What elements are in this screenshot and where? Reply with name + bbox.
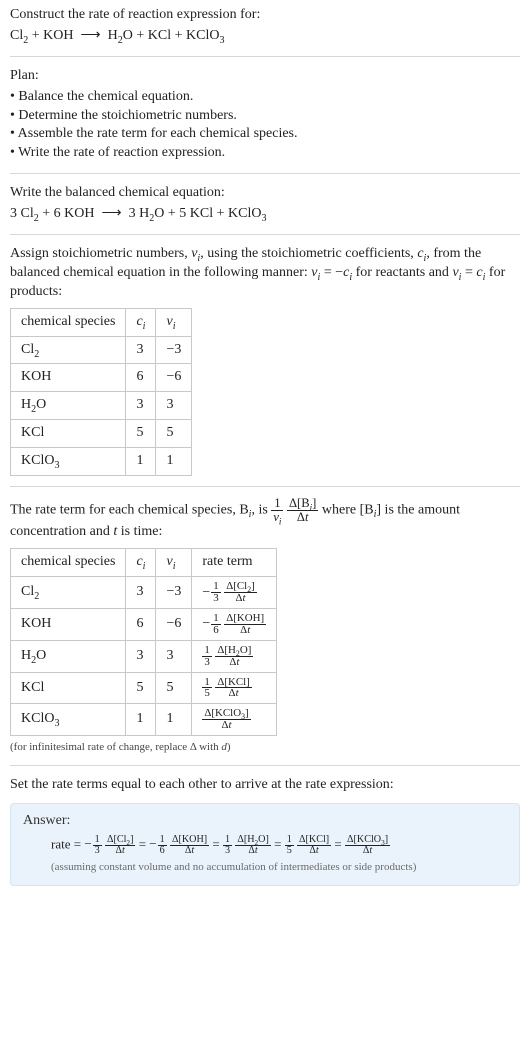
rate-intro: The rate term for each chemical species,… [10,497,520,542]
cell-vi: 3 [156,640,192,672]
answer-label: Answer: [23,812,507,831]
col-ci: ci [126,308,156,336]
cell-species: H2O [11,640,126,672]
page: Construct the rate of reaction expressio… [0,0,530,900]
table-row: KCl 5 5 [11,420,192,448]
unbalanced-equation: Cl2 + KOH ⟶ H2O + KCl + KClO3 [10,27,520,46]
plan-list: • Balance the chemical equation. • Deter… [10,88,520,164]
cell-ci: 3 [126,336,156,364]
table-row: KOH 6 −6 [11,364,192,392]
table-row: KClO3 1 1 Δ[KClO3]Δt [11,704,277,736]
plan-item: • Assemble the rate term for each chemic… [10,125,520,144]
balanced-equation: 3 Cl2 + 6 KOH ⟶ 3 H2O + 5 KCl + KClO3 [10,205,520,224]
col-rate: rate term [192,549,277,577]
cell-species: KClO3 [11,704,126,736]
divider [10,765,520,766]
problem-title: Construct the rate of reaction expressio… [10,6,520,25]
table-header-row: chemical species ci νi [11,308,192,336]
balanced-title: Write the balanced chemical equation: [10,184,520,203]
cell-ci: 5 [126,672,156,704]
cell-species: KOH [11,364,126,392]
rate-table: chemical species ci νi rate term Cl2 3 −… [10,548,277,736]
cell-vi: −3 [156,336,192,364]
divider [10,173,520,174]
col-species: chemical species [11,549,126,577]
stoich-table: chemical species ci νi Cl2 3 −3 KOH 6 −6… [10,308,192,476]
col-ci: ci [126,549,156,577]
answer-rate-expression: rate = −13 Δ[Cl2]Δt = −16 Δ[KOH]Δt = 13 … [23,835,507,856]
table-row: KOH 6 −6 −16 Δ[KOH]Δt [11,608,277,640]
cell-ci: 6 [126,364,156,392]
col-vi: νi [156,308,192,336]
table-row: KClO3 1 1 [11,448,192,476]
plan-item: • Write the rate of reaction expression. [10,144,520,163]
col-vi: νi [156,549,192,577]
table-header-row: chemical species ci νi rate term [11,549,277,577]
table-row: Cl2 3 −3 [11,336,192,364]
table-row: H2O 3 3 13 Δ[H2O]Δt [11,640,277,672]
cell-species: Cl2 [11,336,126,364]
col-species: chemical species [11,308,126,336]
table-row: Cl2 3 −3 −13 Δ[Cl2]Δt [11,577,277,609]
cell-ci: 5 [126,420,156,448]
cell-vi: −6 [156,364,192,392]
divider [10,56,520,57]
rate-note: (for infinitesimal rate of change, repla… [10,740,520,755]
cell-vi: 3 [156,392,192,420]
cell-species: KOH [11,608,126,640]
cell-ci: 3 [126,577,156,609]
cell-rate: −16 Δ[KOH]Δt [192,608,277,640]
plan-item: • Determine the stoichiometric numbers. [10,107,520,126]
plan-item: • Balance the chemical equation. [10,88,520,107]
cell-species: H2O [11,392,126,420]
cell-ci: 3 [126,640,156,672]
cell-vi: 5 [156,420,192,448]
answer-box: Answer: rate = −13 Δ[Cl2]Δt = −16 Δ[KOH]… [10,803,520,886]
cell-vi: 1 [156,704,192,736]
cell-vi: −6 [156,608,192,640]
cell-vi: −3 [156,577,192,609]
cell-rate: −13 Δ[Cl2]Δt [192,577,277,609]
stoich-intro: Assign stoichiometric numbers, νi, using… [10,245,520,302]
cell-rate: Δ[KClO3]Δt [192,704,277,736]
divider [10,234,520,235]
cell-rate: 15 Δ[KCl]Δt [192,672,277,704]
cell-species: KClO3 [11,448,126,476]
cell-rate: 13 Δ[H2O]Δt [192,640,277,672]
answer-note: (assuming constant volume and no accumul… [23,860,507,875]
final-intro: Set the rate terms equal to each other t… [10,776,520,795]
cell-ci: 3 [126,392,156,420]
cell-species: KCl [11,420,126,448]
cell-species: Cl2 [11,577,126,609]
cell-species: KCl [11,672,126,704]
divider [10,486,520,487]
plan-title: Plan: [10,67,520,86]
table-row: KCl 5 5 15 Δ[KCl]Δt [11,672,277,704]
cell-ci: 1 [126,448,156,476]
cell-vi: 5 [156,672,192,704]
table-row: H2O 3 3 [11,392,192,420]
cell-ci: 1 [126,704,156,736]
cell-vi: 1 [156,448,192,476]
cell-ci: 6 [126,608,156,640]
